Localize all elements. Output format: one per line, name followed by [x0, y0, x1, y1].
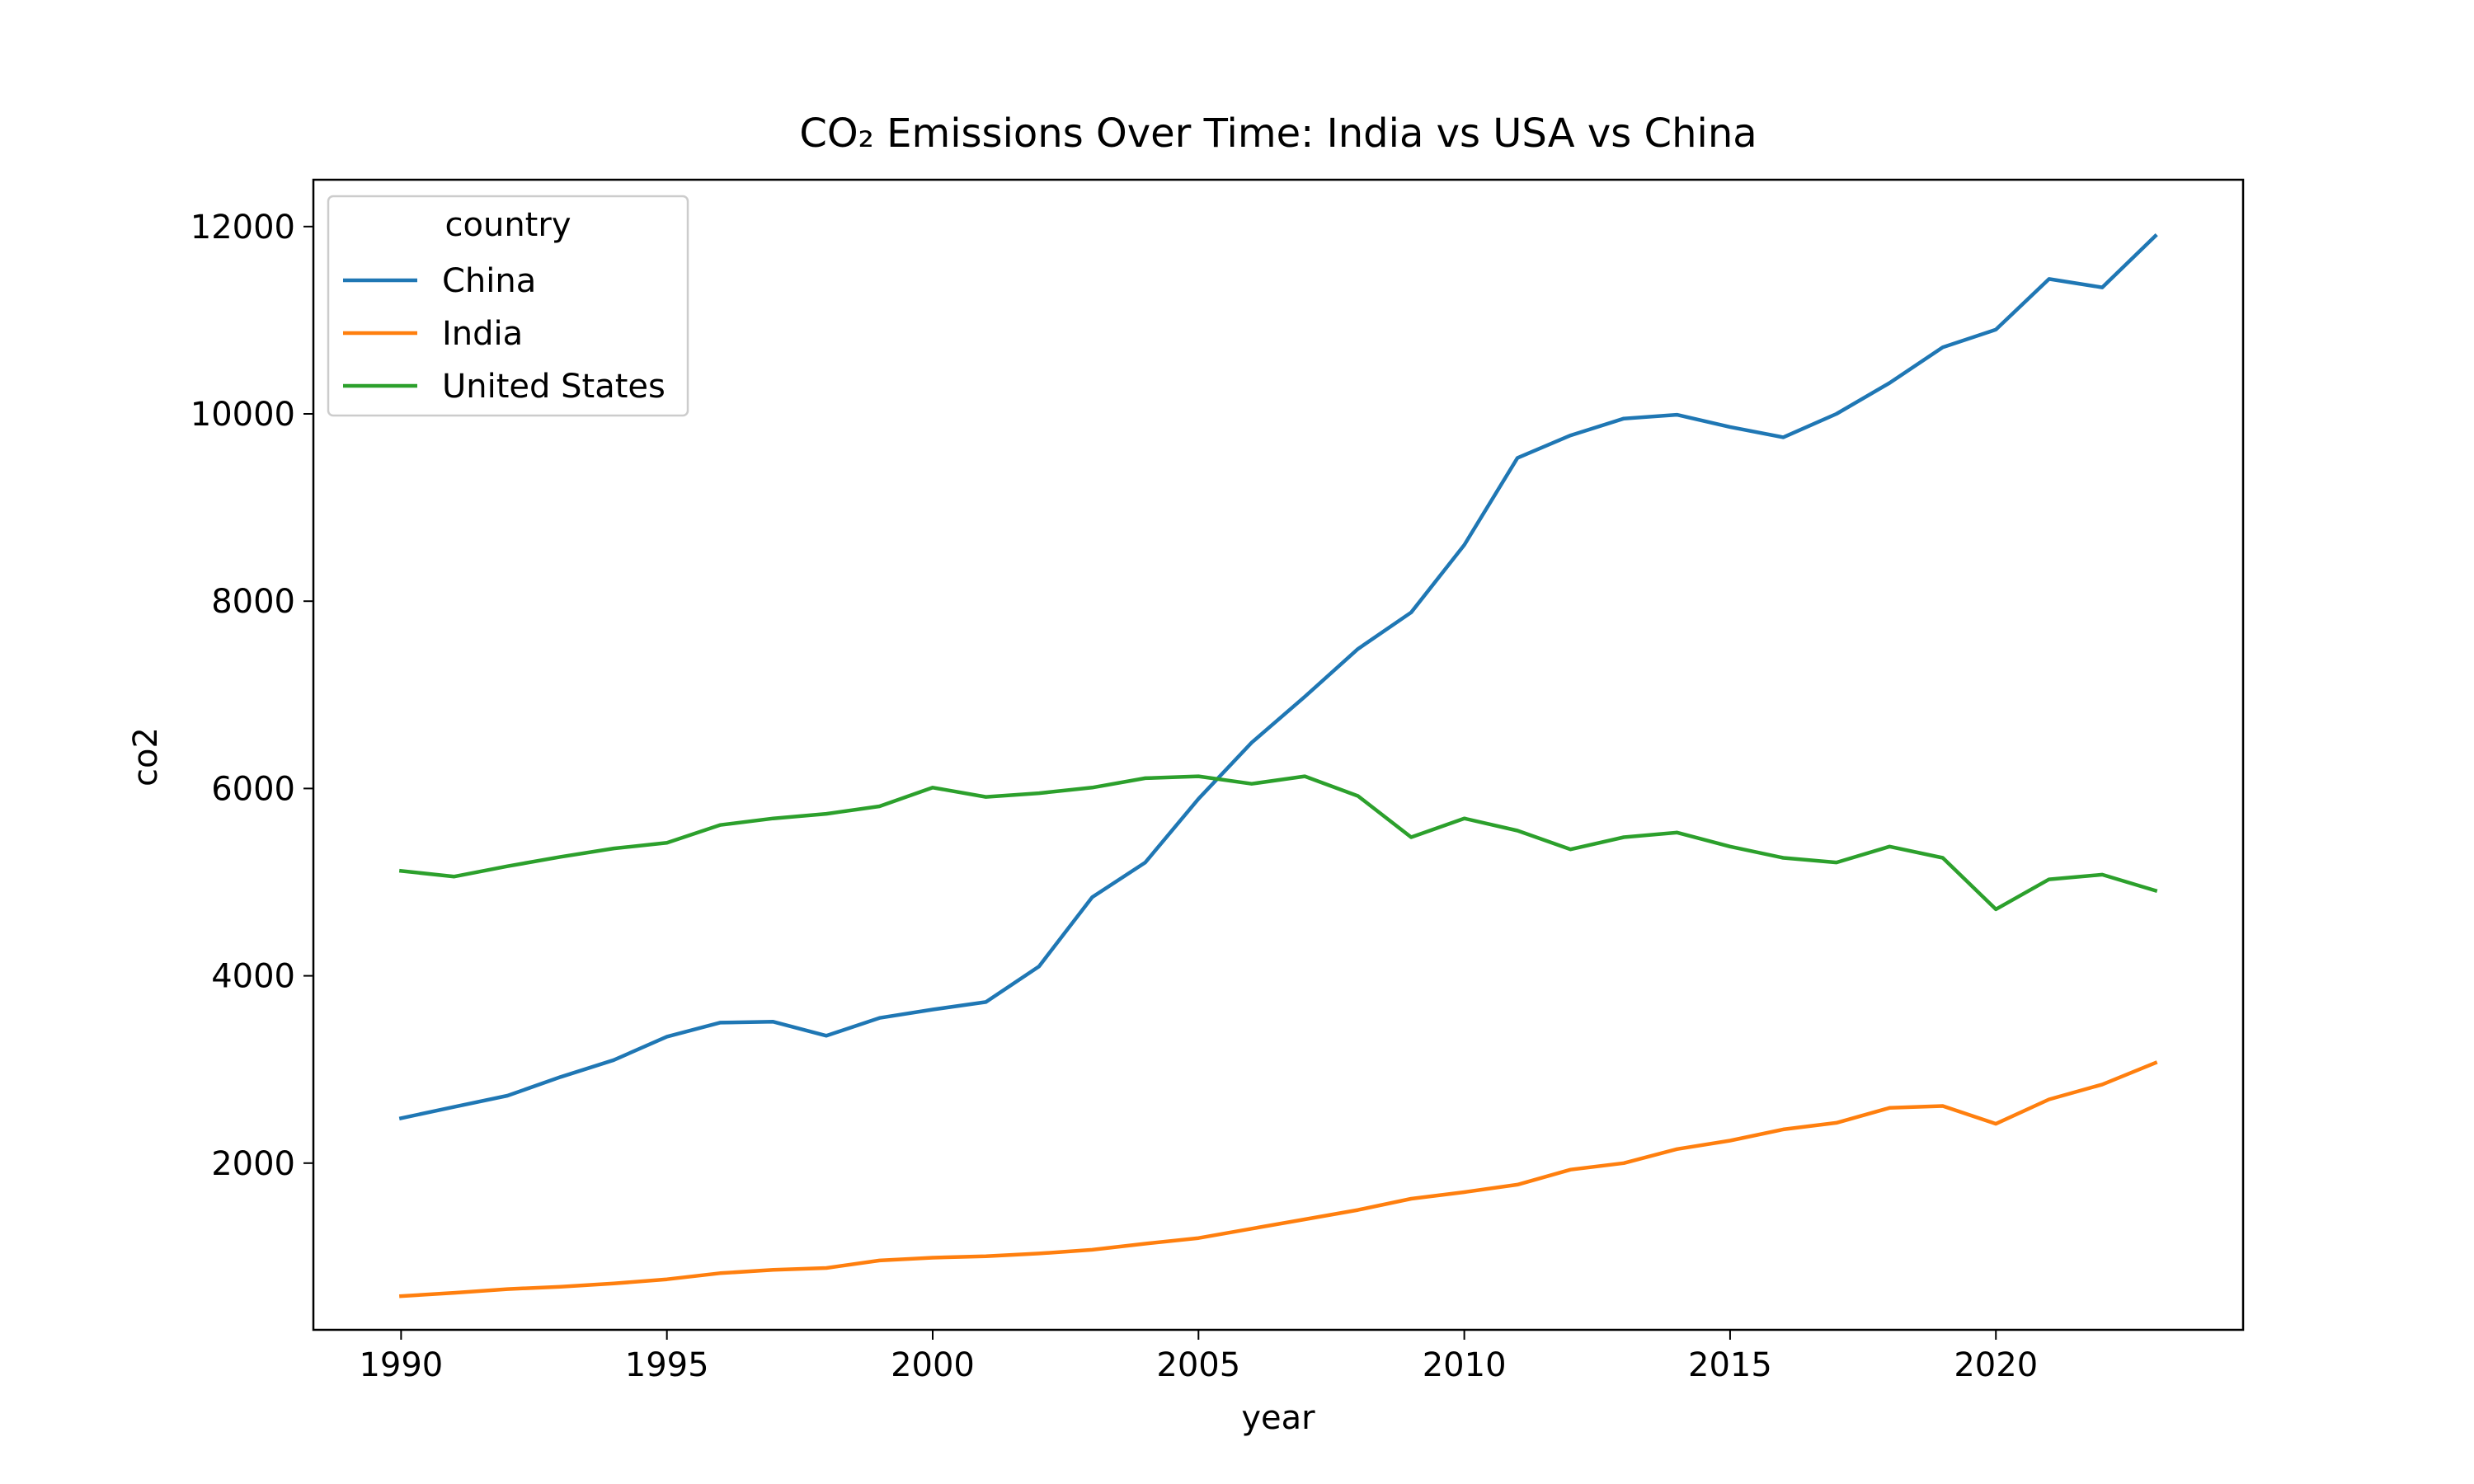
y-axis: 2000 4000 6000 8000 10000 12000 [190, 209, 313, 1183]
legend: country China India United States [327, 195, 689, 417]
legend-entries: China India United States [343, 262, 666, 406]
x-tick-label: 1995 [625, 1346, 709, 1384]
x-tick-label: 1990 [359, 1346, 443, 1384]
chart-title: CO₂ Emissions Over Time: India vs USA vs… [799, 110, 1757, 157]
y-tick-label: 2000 [211, 1145, 295, 1183]
x-axis: 1990 1995 2000 2005 2010 2015 2020 [359, 1330, 2038, 1384]
x-tick-label: 2020 [1954, 1346, 2038, 1384]
legend-box [327, 195, 689, 417]
legend-label-china: China [442, 262, 536, 300]
series-line-india [399, 1060, 2158, 1298]
y-tick-label: 6000 [211, 770, 295, 808]
y-tick-label: 10000 [190, 396, 295, 434]
y-tick-label: 8000 [211, 583, 295, 621]
legend-title: country [445, 206, 571, 244]
y-tick-label: 12000 [190, 209, 295, 247]
x-tick-label: 2010 [1423, 1346, 1507, 1384]
legend-label-india: India [442, 315, 523, 353]
series-line-china [398, 233, 2158, 1120]
plot-lines [398, 233, 2158, 1298]
y-axis-title: co2 [127, 727, 165, 787]
x-tick-label: 2000 [891, 1346, 975, 1384]
series-line-united-states [398, 774, 2158, 912]
y-tick-label: 4000 [211, 958, 295, 996]
x-tick-label: 2015 [1688, 1346, 1772, 1384]
x-axis-title: year [1241, 1399, 1315, 1437]
x-tick-label: 2005 [1156, 1346, 1240, 1384]
plot-frame [312, 178, 2245, 1331]
legend-label-united-states: United States [442, 368, 666, 406]
